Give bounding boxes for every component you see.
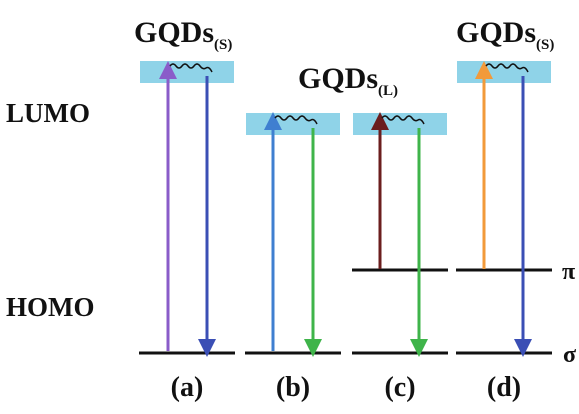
title-main: GQDs [298, 62, 378, 95]
relaxation-wave-c [381, 115, 425, 125]
homo-label: HOMO [6, 292, 95, 322]
relaxation-wave-a [169, 63, 213, 73]
lumo-band-d [457, 61, 551, 83]
relaxation-wave-d [485, 63, 529, 73]
title-main: GQDs [456, 16, 536, 49]
panel-label-b: (b) [276, 372, 310, 403]
sigma-state-label: σ [563, 342, 576, 368]
panel-label-d: (d) [487, 372, 521, 403]
lumo-label: LUMO [6, 98, 90, 128]
lumo-band-c [353, 113, 447, 135]
title-sub: (S) [214, 37, 232, 53]
title-sub: (S) [536, 37, 554, 53]
lumo-band-b [246, 113, 340, 135]
title-sub: (L) [378, 83, 398, 99]
pi-state-label: π [562, 259, 575, 285]
panel-label-c: (c) [384, 372, 415, 403]
title-main: GQDs [134, 16, 214, 49]
title-gqds-l: GQDs(L) [298, 62, 398, 99]
title-gqds-s-left: GQDs(S) [134, 16, 232, 53]
relaxation-wave-b [274, 115, 318, 125]
title-gqds-s-right: GQDs(S) [456, 16, 554, 53]
panel-label-a: (a) [171, 372, 204, 403]
